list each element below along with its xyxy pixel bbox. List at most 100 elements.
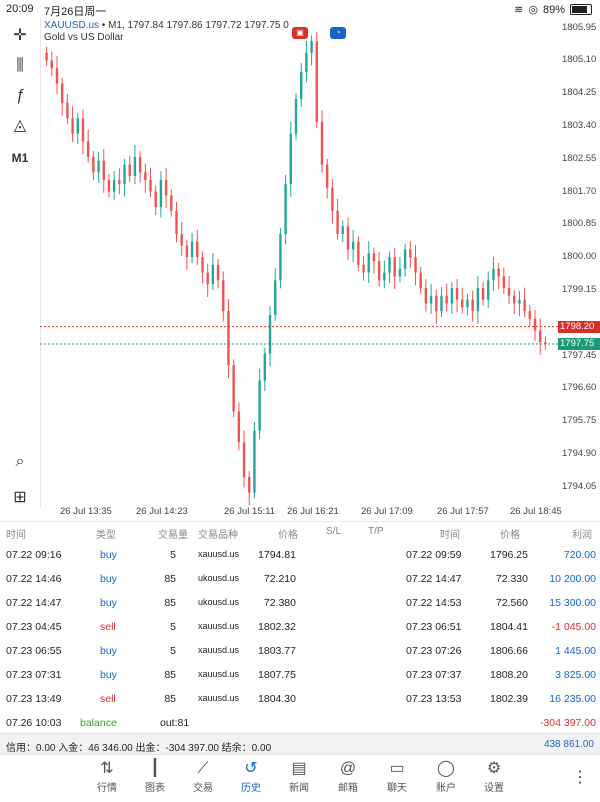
- candle-body: [357, 241, 360, 265]
- nav-trade[interactable]: ⟋ 交易: [181, 759, 225, 794]
- time-label: 26 Jul 15:11: [224, 506, 276, 517]
- nav-quotes[interactable]: ⇅ 行情: [85, 759, 129, 794]
- balance-time: 07.26 10:03: [6, 717, 62, 729]
- time-label: 26 Jul 18:45: [510, 506, 562, 517]
- nav-mail[interactable]: @ 邮箱: [326, 759, 370, 794]
- chart-toolbar: ✛ ⫼ ƒ ◬ M1 ⌕ ⊞: [0, 18, 40, 513]
- candle-body: [60, 83, 64, 103]
- col-tp: T/P: [368, 526, 384, 537]
- nav-settings[interactable]: ⚙ 设置: [472, 759, 516, 794]
- candle-body: [523, 299, 526, 312]
- candle-body: [50, 60, 53, 69]
- price-label: 1795.75: [562, 415, 597, 427]
- candle-body: [71, 118, 74, 134]
- status-time: 20:09: [6, 3, 34, 15]
- indicators-icon[interactable]: ⫼: [16, 57, 24, 74]
- candle-body: [118, 180, 121, 184]
- price-axis: 1805.95 1805.10 1804.25 1803.40 1802.55 1801.…: [558, 18, 600, 508]
- candle-body: [107, 180, 111, 192]
- price-label: 1799.15: [562, 283, 597, 295]
- nav-label: 邮箱: [338, 783, 358, 794]
- candle-body: [336, 210, 339, 235]
- price-label: 1804.25: [562, 87, 597, 99]
- more-icon[interactable]: ⋮: [572, 769, 588, 786]
- candle-body: [232, 365, 235, 412]
- candle-body: [164, 180, 168, 196]
- cell-time2: 07.23 07:26: [406, 645, 462, 657]
- history-table-header: 时间 类型 交易量 交易品种 价格 S/L T/P 时间 价格 利润: [0, 521, 600, 541]
- cell-time2: 07.23 06:51: [406, 621, 462, 633]
- candle-body: [403, 249, 407, 269]
- sell-badge-icon[interactable]: ▣: [292, 27, 308, 39]
- cell-type: buy: [100, 597, 117, 609]
- col-type: 类型: [96, 530, 116, 541]
- time-label: 26 Jul 17:09: [361, 506, 413, 517]
- table-row[interactable]: 07.23 04:45 sell 5 xauusd.us 1802.32 07.23 06…: [0, 614, 600, 638]
- candle-body: [429, 295, 433, 304]
- candle-body: [450, 288, 454, 304]
- nav-account[interactable]: ◯ 账户: [424, 759, 468, 794]
- candle-body: [518, 299, 521, 304]
- col-time: 时间: [6, 530, 26, 541]
- cell-time: 07.22 14:47: [6, 597, 62, 609]
- price-label: 1794.05: [562, 480, 597, 492]
- zoom-icon[interactable]: ⌕: [15, 453, 25, 470]
- nav-label: 交易: [193, 783, 213, 794]
- nav-chat[interactable]: ▭ 聊天: [375, 759, 419, 794]
- account-icon: ◯: [437, 760, 455, 777]
- balance-row[interactable]: 07.26 10:03 balance out:81 -304 397.00: [0, 710, 600, 734]
- balance-type: balance: [80, 717, 117, 729]
- table-row[interactable]: 07.23 06:55 buy 5 xauusd.us 1803.77 07.23 07:…: [0, 638, 600, 662]
- candle-body: [237, 411, 241, 443]
- add-chart-icon[interactable]: ⊞: [13, 489, 27, 506]
- candle-body: [248, 477, 251, 493]
- col-sl: S/L: [326, 526, 342, 537]
- timeframe-button[interactable]: M1: [11, 151, 29, 165]
- candle-body: [144, 172, 147, 181]
- candle-body: [170, 195, 173, 211]
- candle-body: [159, 180, 163, 208]
- candle-body: [76, 118, 79, 134]
- candle-body: [185, 245, 189, 258]
- nav-chart[interactable]: ┃ 图表: [133, 759, 177, 794]
- candle-body: [445, 295, 448, 304]
- objects-icon[interactable]: ◬: [13, 117, 27, 134]
- crosshair-icon[interactable]: ✛: [13, 27, 27, 44]
- ask-price-tag: 1797.75: [558, 337, 600, 350]
- nav-label: 聊天: [387, 783, 407, 794]
- candle-body: [222, 280, 225, 312]
- function-icon[interactable]: ƒ: [15, 87, 25, 104]
- candle-body: [513, 295, 516, 304]
- one-click-icon[interactable]: ◔: [330, 27, 346, 39]
- cell-time2: 07.22 14:53: [406, 597, 462, 609]
- candle-body: [86, 141, 90, 157]
- candle-body: [138, 156, 142, 173]
- candle-body: [123, 164, 126, 184]
- status-right: ≋ ◎ 89%: [514, 3, 592, 16]
- nav-news[interactable]: ▤ 新闻: [277, 759, 321, 794]
- candle-body: [507, 288, 511, 296]
- price-chart[interactable]: [40, 18, 558, 506]
- chat-icon: ▭: [389, 760, 405, 777]
- status-date: 7月26日周一: [44, 6, 107, 18]
- table-row[interactable]: 07.22 14:46 buy 85 ukousd.us 72.210 07.22 14:…: [0, 566, 600, 590]
- candle-body: [45, 52, 48, 61]
- candle-body: [299, 72, 303, 100]
- col-volume: 交易量: [158, 530, 188, 541]
- candle-body: [398, 268, 402, 277]
- candle-body: [294, 99, 298, 134]
- table-row[interactable]: 07.23 13:49 sell 85 xauusd.us 1804.30 07.23 1…: [0, 686, 600, 710]
- candle-body: [409, 249, 412, 258]
- candle-body: [242, 442, 246, 478]
- candle-body: [102, 160, 105, 181]
- nav-history[interactable]: ↺ 历史: [229, 759, 273, 794]
- candle-body: [388, 257, 391, 273]
- chart-area[interactable]: [40, 18, 559, 508]
- candle-body: [310, 41, 313, 53]
- candle-body: [481, 288, 485, 300]
- table-row[interactable]: 07.22 14:47 buy 85 ukousd.us 72.380 07.22 14:…: [0, 590, 600, 614]
- cell-price: 1807.75: [258, 669, 296, 681]
- table-row[interactable]: 07.22 09:16 buy 5 xauusd.us 1794.81 07.22 09:…: [0, 542, 600, 566]
- table-row[interactable]: 07.23 07:31 buy 85 xauusd.us 1807.75 07.23 07…: [0, 662, 600, 686]
- cell-volume: 85: [164, 669, 176, 681]
